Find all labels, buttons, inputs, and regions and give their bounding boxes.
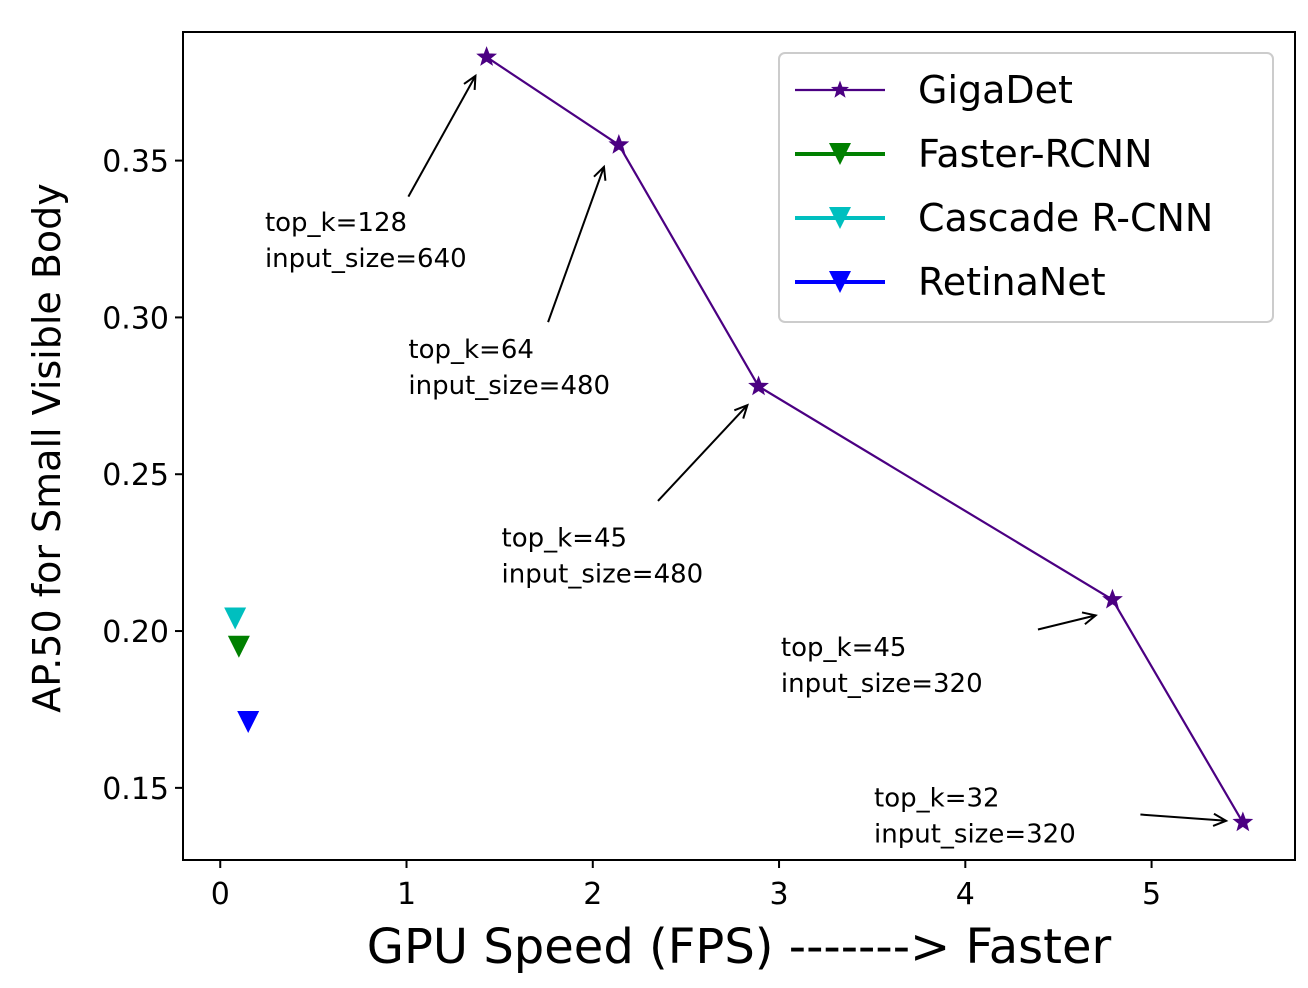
annotation-arrowhead bbox=[463, 73, 477, 90]
data-point bbox=[237, 711, 260, 733]
data-point bbox=[748, 375, 769, 396]
data-point bbox=[476, 46, 498, 66]
y-axis: 0.15 0.20 0.25 0.30 0.35 bbox=[102, 145, 183, 807]
annotation-line: top_k=64 bbox=[408, 335, 534, 365]
data-point bbox=[227, 635, 250, 658]
x-tick-label: 0 bbox=[211, 877, 230, 912]
legend-label: Cascade R-CNN bbox=[918, 196, 1213, 240]
x-tick-label: 3 bbox=[770, 877, 789, 912]
annotation-line: top_k=45 bbox=[502, 523, 628, 553]
x-tick-label: 1 bbox=[397, 877, 416, 912]
legend-label: Faster-RCNN bbox=[918, 132, 1153, 176]
annotation-line: input_size=640 bbox=[265, 244, 467, 274]
annotation-label: top_k=45 input_size=320 bbox=[781, 633, 983, 699]
annotation-arrow bbox=[547, 166, 605, 323]
annotation-line: top_k=128 bbox=[265, 208, 407, 238]
annotations: top_k=128 input_size=640 top_k=64 input_siz… bbox=[265, 73, 1229, 850]
legend-label: GigaDet bbox=[918, 68, 1073, 112]
y-tick-label: 0.30 bbox=[102, 301, 169, 336]
annotation-arrow bbox=[1037, 614, 1096, 631]
legend-marker bbox=[829, 271, 851, 293]
plot-area bbox=[182, 31, 1296, 861]
annotation-line: top_k=32 bbox=[874, 784, 1000, 814]
annotation-arrowhead bbox=[593, 164, 607, 181]
annotation-label: top_k=64 input_size=480 bbox=[408, 335, 610, 401]
annotation-arrowhead bbox=[1212, 812, 1229, 827]
annotation-arrowhead bbox=[733, 403, 749, 419]
annotation-label: top_k=128 input_size=640 bbox=[265, 208, 467, 274]
data-point bbox=[224, 607, 247, 630]
annotation-arrow bbox=[1140, 813, 1227, 822]
annotation-label: top_k=32 input_size=320 bbox=[874, 784, 1076, 850]
y-tick-label: 0.20 bbox=[102, 615, 169, 650]
y-axis-title: AP.50 for Small Visible Body bbox=[25, 183, 69, 713]
y-tick-label: 0.25 bbox=[102, 458, 169, 493]
annotation-line: input_size=480 bbox=[408, 371, 610, 401]
legend-marker bbox=[829, 207, 851, 229]
data-point bbox=[608, 133, 630, 154]
x-axis: 0 1 2 3 4 5 bbox=[211, 860, 1161, 912]
annotation-arrowhead bbox=[1081, 611, 1098, 626]
x-tick-label: 2 bbox=[583, 877, 602, 912]
annotation-line: input_size=320 bbox=[781, 669, 983, 699]
data-point bbox=[1102, 588, 1123, 609]
y-tick-label: 0.15 bbox=[102, 772, 169, 807]
x-axis-title: GPU Speed (FPS) -------> Faster bbox=[367, 919, 1112, 975]
annotation-line: input_size=480 bbox=[502, 559, 704, 589]
annotation-arrow bbox=[407, 75, 477, 198]
annotation-line: top_k=45 bbox=[781, 633, 907, 663]
legend-label: RetinaNet bbox=[918, 260, 1106, 304]
series-layer bbox=[224, 46, 1254, 832]
annotation-line: input_size=320 bbox=[874, 820, 1076, 850]
annotation-arrow bbox=[657, 404, 749, 502]
data-point bbox=[1232, 811, 1254, 832]
annotation-label: top_k=45 input_size=480 bbox=[502, 523, 704, 589]
legend-marker bbox=[830, 80, 850, 98]
legend: GigaDet Faster-RCNN Cascade R-CNN RetinaNet bbox=[778, 52, 1274, 323]
legend-box bbox=[778, 52, 1274, 323]
legend-marker bbox=[829, 143, 851, 165]
x-tick-label: 4 bbox=[956, 877, 975, 912]
y-tick-label: 0.35 bbox=[102, 145, 169, 180]
x-tick-label: 5 bbox=[1142, 877, 1161, 912]
